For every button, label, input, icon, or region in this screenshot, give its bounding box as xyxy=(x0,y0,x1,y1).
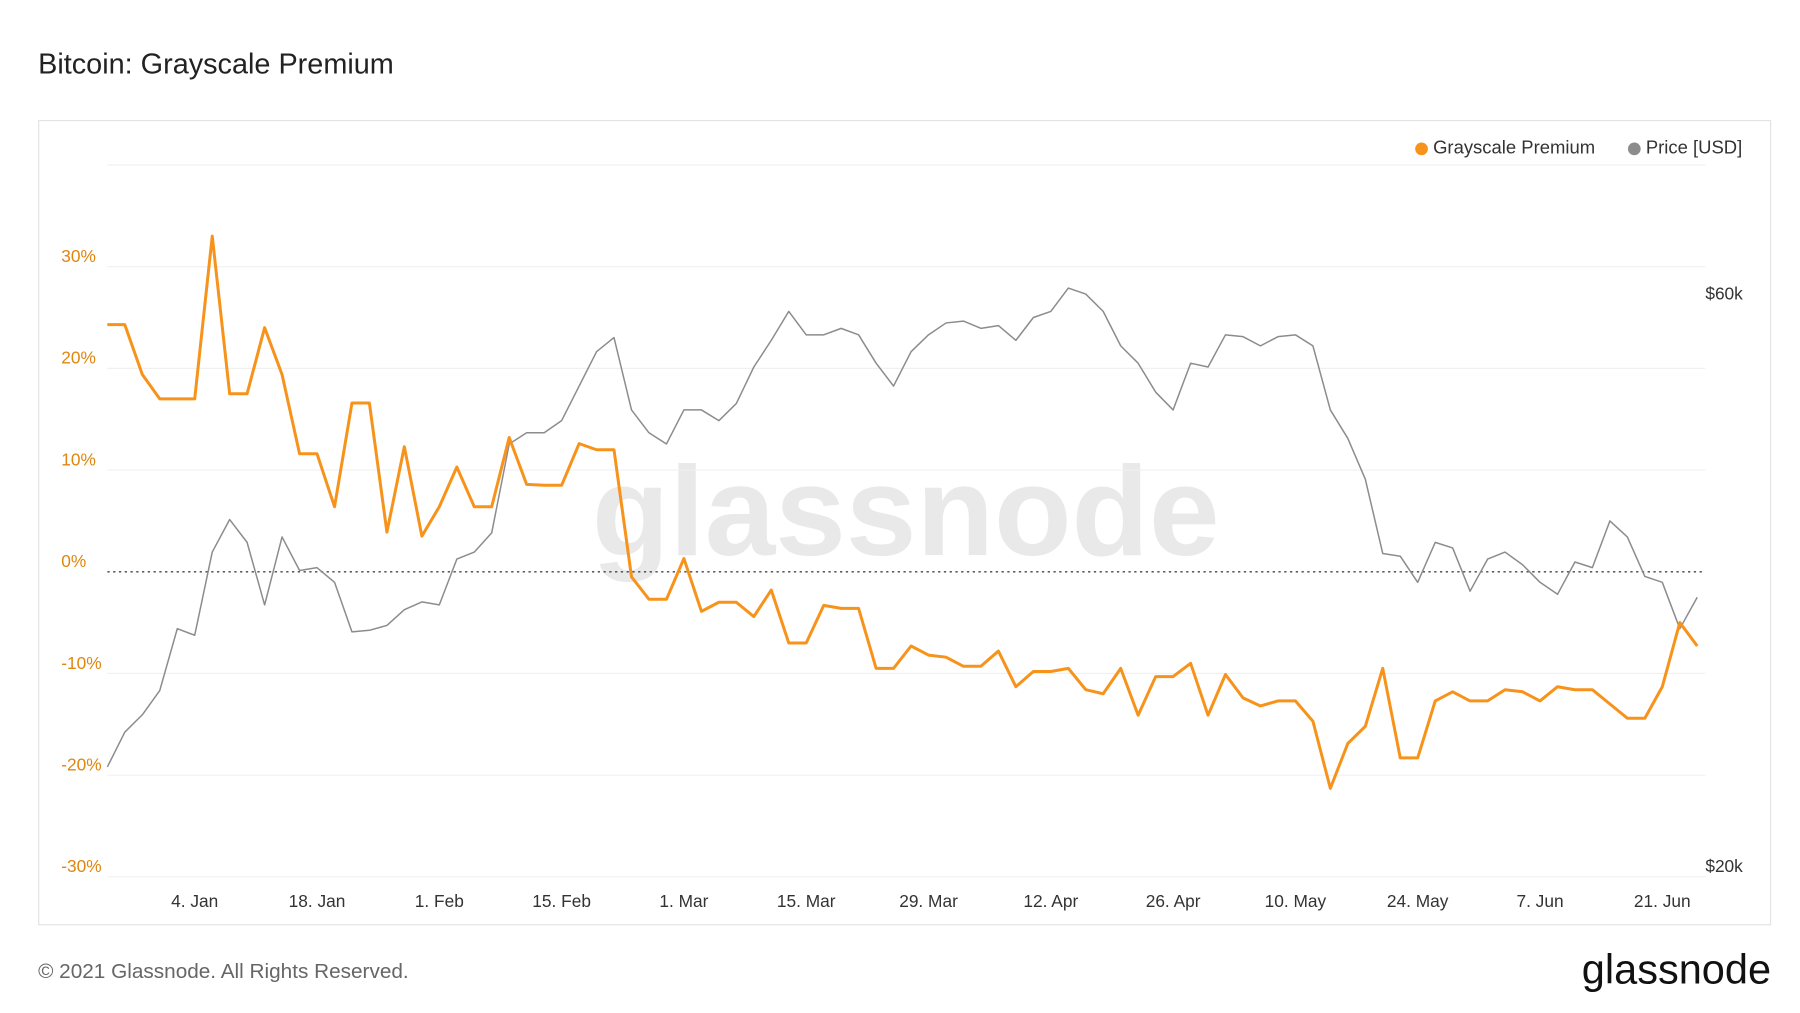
premium-line xyxy=(107,234,1699,790)
x-tick-label: 18. Jan xyxy=(289,891,346,911)
legend-marker xyxy=(1627,142,1641,156)
watermark: glassnode xyxy=(592,440,1220,582)
x-tick-label: 29. Mar xyxy=(899,891,958,911)
x-tick-label: 21. Jun xyxy=(1634,891,1691,911)
x-tick-label: 7. Jun xyxy=(1516,891,1563,911)
price-line xyxy=(106,287,1698,768)
legend-label: Grayscale Premium xyxy=(1433,137,1595,158)
x-tick-label: 4. Jan xyxy=(171,891,218,911)
x-tick-label: 12. Apr xyxy=(1023,891,1078,911)
chart-title: Bitcoin: Grayscale Premium xyxy=(38,48,394,80)
y-tick-label: -30% xyxy=(61,856,101,876)
x-tick-label: 1. Feb xyxy=(415,891,464,911)
y-tick-label: -20% xyxy=(61,754,101,774)
y-tick-label: 20% xyxy=(61,348,96,368)
y2-tick-label: $60k xyxy=(1705,284,1743,304)
chart-frame xyxy=(38,119,1772,926)
legend-marker xyxy=(1415,142,1428,156)
y-tick-label: 30% xyxy=(61,246,96,266)
x-tick-label: 15. Mar xyxy=(777,891,836,911)
footer: © 2021 Glassnode. All Rights Reserved. xyxy=(38,960,409,983)
y-tick-label: 10% xyxy=(61,449,96,469)
x-tick-label: 1. Mar xyxy=(659,891,708,911)
x-tick-label: 26. Apr xyxy=(1146,891,1201,911)
x-tick-label: 24. May xyxy=(1387,891,1449,911)
legend-label: Price [USD] xyxy=(1646,137,1742,158)
x-tick-label: 10. May xyxy=(1265,891,1327,911)
y2-tick-label: $20k xyxy=(1705,856,1743,876)
x-tick-label: 15. Feb xyxy=(532,891,591,911)
brand-logo: glassnode xyxy=(1582,946,1771,993)
y-tick-label: 0% xyxy=(61,551,86,571)
y-tick-label: -10% xyxy=(61,653,101,673)
